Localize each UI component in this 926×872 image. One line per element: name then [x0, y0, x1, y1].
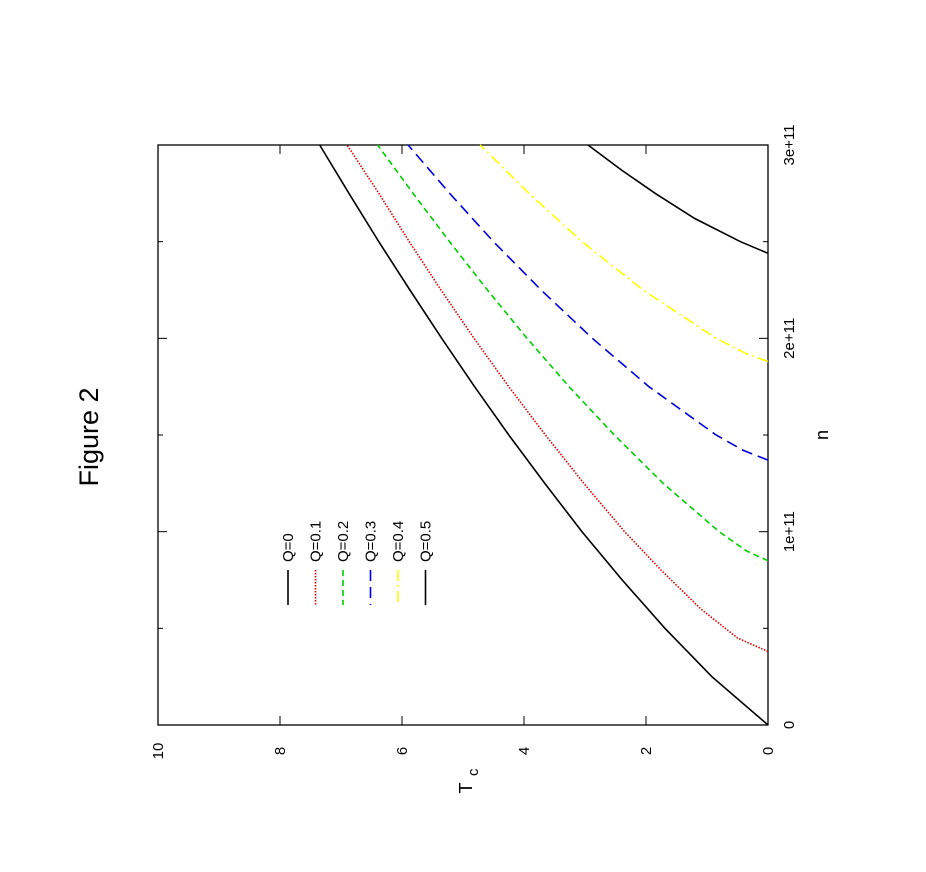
y-axis-label-subscript: c: [465, 768, 482, 776]
legend-label: Q=0.4: [390, 521, 407, 562]
x-tick-label: 0: [781, 721, 798, 729]
chart-title: Figure 2: [74, 387, 104, 486]
y-axis-label-group: T c: [456, 768, 482, 794]
x-axis-ticks: 0 1e+11 2e+11 3e+11: [158, 124, 798, 729]
plot-frame: [157, 144, 769, 726]
y-tick-label: 4: [516, 747, 533, 755]
series-line: [587, 144, 769, 255]
y-tick-label: 0: [760, 747, 777, 755]
x-tick-label: 3e+11: [781, 124, 798, 165]
y-axis-ticks: 0 2 4 6 8 10: [150, 145, 777, 759]
legend-label: Q=0: [280, 533, 297, 562]
series-line: [319, 144, 769, 726]
series-lines: [319, 144, 769, 726]
legend-label: Q=0.2: [335, 521, 352, 562]
y-tick-label: 8: [272, 747, 289, 755]
series-line: [479, 144, 769, 363]
x-tick-label: 1e+11: [781, 511, 798, 552]
series-line: [376, 144, 769, 562]
legend-label: Q=0.5: [418, 521, 435, 562]
series-line: [407, 144, 769, 461]
y-tick-label: 2: [638, 747, 655, 755]
y-axis-label: T: [456, 783, 476, 794]
series-line: [346, 144, 769, 653]
y-tick-label: 6: [394, 747, 411, 755]
legend-label: Q=0.1: [308, 521, 325, 562]
y-tick-label: 10: [150, 743, 167, 760]
x-tick-label: 2e+11: [781, 318, 798, 359]
legend-label: Q=0.3: [363, 521, 380, 562]
x-axis-label: n: [812, 430, 832, 440]
legend: Q=0 Q=0.1 Q=0.2 Q=0.3 Q=0.4 Q=0.5: [280, 521, 435, 605]
